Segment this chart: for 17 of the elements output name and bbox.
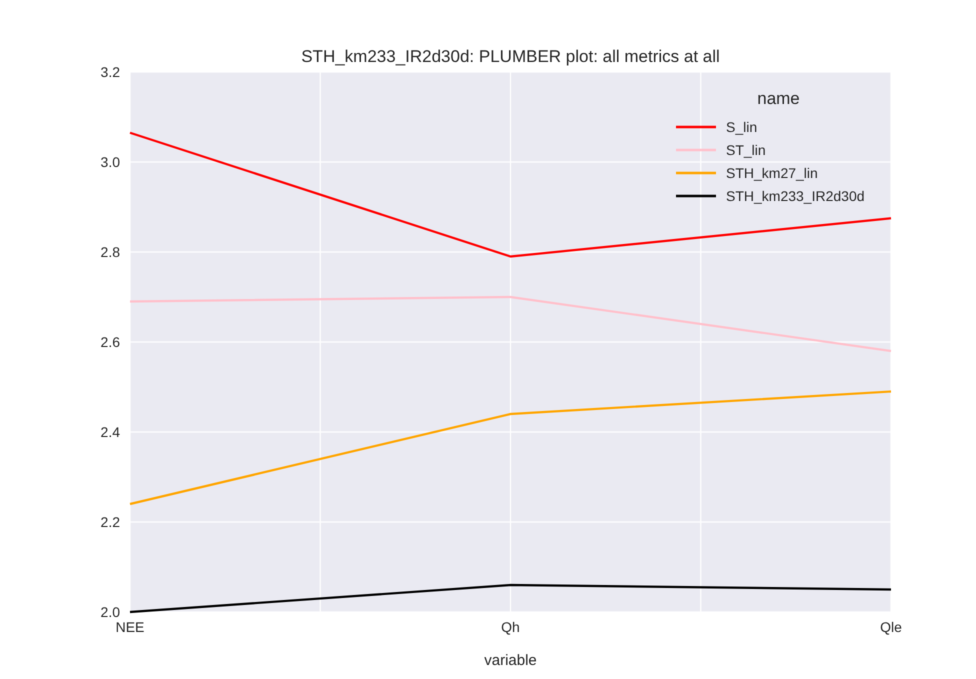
legend-label: STH_km27_lin: [726, 164, 818, 181]
legend-label: S_lin: [726, 118, 758, 135]
y-tick-label: 2.6: [100, 334, 120, 350]
y-tick-label: 2.0: [100, 604, 120, 620]
y-tick-label: 2.4: [100, 424, 120, 440]
x-tick-label: Qle: [880, 619, 902, 635]
legend-label: STH_km233_IR2d30d: [726, 188, 865, 204]
legend-label: ST_lin: [726, 142, 766, 158]
x-axis-title: variable: [484, 652, 537, 669]
legend-title: name: [757, 89, 800, 108]
y-tick-label: 3.2: [100, 64, 120, 80]
chart-title: STH_km233_IR2d30d: PLUMBER plot: all metrics at all: [301, 47, 720, 66]
y-tick-label: 2.8: [100, 244, 120, 260]
x-tick-label: NEE: [116, 619, 144, 635]
y-tick-label: 2.2: [100, 514, 120, 530]
y-tick-label: 3.0: [100, 154, 120, 170]
x-tick-label: Qh: [501, 619, 520, 635]
